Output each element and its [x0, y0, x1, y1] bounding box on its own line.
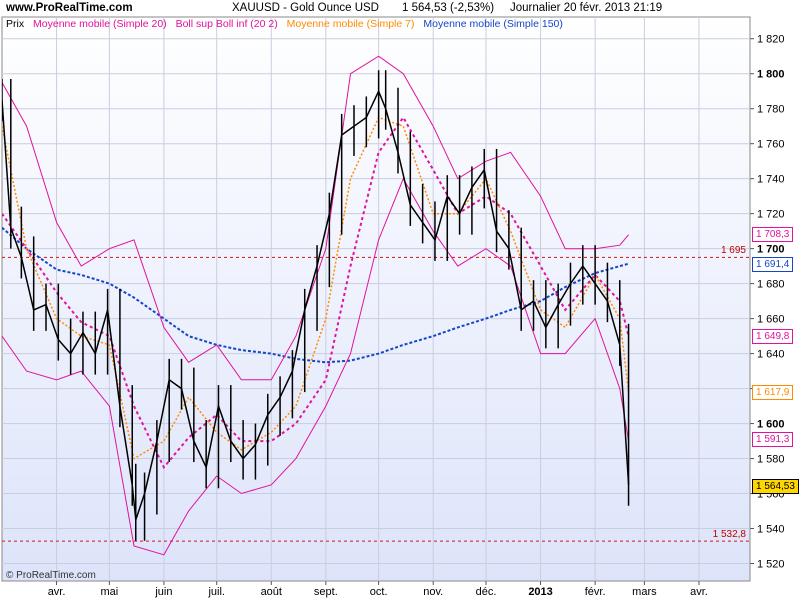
y-tick-label: 1 820: [757, 34, 785, 46]
copyright: © ProRealTime.com: [6, 570, 96, 581]
instrument-title: XAUUSD - Gold Ounce USD: [232, 2, 379, 14]
x-tick-label: août: [261, 586, 282, 598]
series-line-boll-inf: [2, 177, 630, 556]
x-tick-label: mai: [100, 586, 118, 598]
value-badge: 1 564,53: [752, 478, 799, 494]
y-tick-label: 1 780: [757, 104, 785, 116]
x-tick-label: oct.: [370, 586, 388, 598]
x-tick-label: juil.: [207, 586, 225, 598]
y-tick-label: 1 660: [757, 314, 785, 326]
reference-line-label: 1 695: [720, 245, 746, 257]
y-tick-label: 1 800: [757, 69, 785, 81]
x-tick-label: juin: [154, 586, 172, 598]
x-tick-label: févr.: [585, 586, 606, 598]
value-badge: 1 649,8: [752, 329, 794, 345]
x-tick-label: sept.: [314, 586, 338, 598]
y-tick-label: 1 640: [757, 349, 785, 361]
y-tick-label: 1 720: [757, 209, 785, 221]
reference-line-label: 1 532,8: [712, 529, 746, 541]
x-tick-label: mars: [632, 586, 657, 598]
legend: Prix Moyenne mobile (Simple 20) Boll sup…: [6, 18, 569, 30]
series-line-moyenne-mobile-simple-150: [2, 226, 629, 364]
legend-item-sma150: Moyenne mobile (Simple 150): [423, 18, 563, 30]
value-badge: 1 617,9: [752, 385, 794, 401]
last-price: 1 564,53 (-2,53%): [402, 2, 495, 14]
site-name[interactable]: www.ProRealTime.com: [6, 2, 133, 14]
y-tick-label: 1 700: [757, 244, 785, 256]
horizontal-lines: [2, 256, 750, 542]
series-line-boll-sup: [2, 55, 629, 381]
header-bar: www.ProRealTime.com XAUUSD - Gold Ounce …: [0, 0, 800, 17]
x-tick-label: 2013: [528, 586, 552, 598]
period-label: Journalier 20 févr. 2013 21:19: [510, 2, 663, 14]
legend-item-bollinger: Boll sup Boll inf (20 2): [175, 18, 278, 30]
value-badge: 1 591,3: [752, 431, 794, 447]
legend-item-sma7: Moyenne mobile (Simple 7): [286, 18, 415, 30]
x-tick-label: nov.: [423, 586, 443, 598]
y-tick-label: 1 680: [757, 279, 785, 291]
y-tick-label: 1 740: [757, 174, 785, 186]
legend-item-price: Prix: [6, 18, 25, 30]
series-line-moyenne-mobile-simple-7: [2, 116, 630, 460]
value-badge: 1 691,4: [752, 256, 794, 272]
plot-background: [1, 16, 751, 582]
series-line-price: [2, 89, 630, 521]
x-tick-label: déc.: [476, 586, 497, 598]
y-tick-label: 1 540: [757, 524, 785, 536]
x-axis: avr. mai juin juil. août sept. oct. nov. déc. 201…: [48, 581, 708, 598]
grid: [2, 17, 750, 581]
value-badge: 1 708,3: [752, 227, 794, 243]
y-tick-label: 1 600: [757, 419, 785, 431]
y-tick-label: 1 520: [757, 559, 785, 571]
x-tick-label: avr.: [690, 586, 708, 598]
series-layer: [2, 55, 630, 556]
y-tick-label: 1 760: [757, 139, 785, 151]
x-tick-label: avr.: [48, 586, 66, 598]
legend-item-sma20: Moyenne mobile (Simple 20): [33, 18, 167, 30]
y-tick-label: 1 580: [757, 454, 785, 466]
